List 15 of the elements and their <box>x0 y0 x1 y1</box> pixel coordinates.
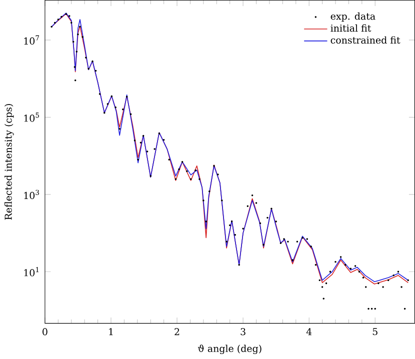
x-tick-label: 0 <box>42 328 48 336</box>
x-tick-label: 2 <box>174 328 180 336</box>
x-tick-label: 4 <box>306 328 312 336</box>
x-tick-label: 3 <box>240 328 246 336</box>
y-tick-label: 10$^{1}$ <box>24 267 39 277</box>
legend-label: exp. data <box>330 12 376 22</box>
y-tick-label: 10$^{7}$ <box>24 36 40 45</box>
x-tick-label: 1 <box>109 328 113 336</box>
x-tick-label: 5 <box>372 328 378 336</box>
legend-label: constrained fit <box>330 36 400 44</box>
y-tick-label: 10$^{3}$ <box>24 190 39 200</box>
y-axis-title: Reflected intensity (cps) <box>4 104 14 220</box>
legend-label: initial fit <box>330 24 372 32</box>
y-tick-label: 10$^{5}$ <box>24 112 39 122</box>
x-axis-title: ϑ angle (deg) <box>198 344 262 354</box>
